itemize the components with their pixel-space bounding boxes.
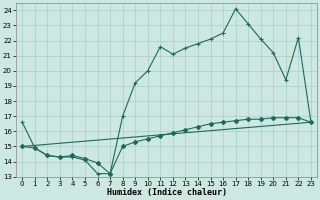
X-axis label: Humidex (Indice chaleur): Humidex (Indice chaleur) (107, 188, 227, 197)
